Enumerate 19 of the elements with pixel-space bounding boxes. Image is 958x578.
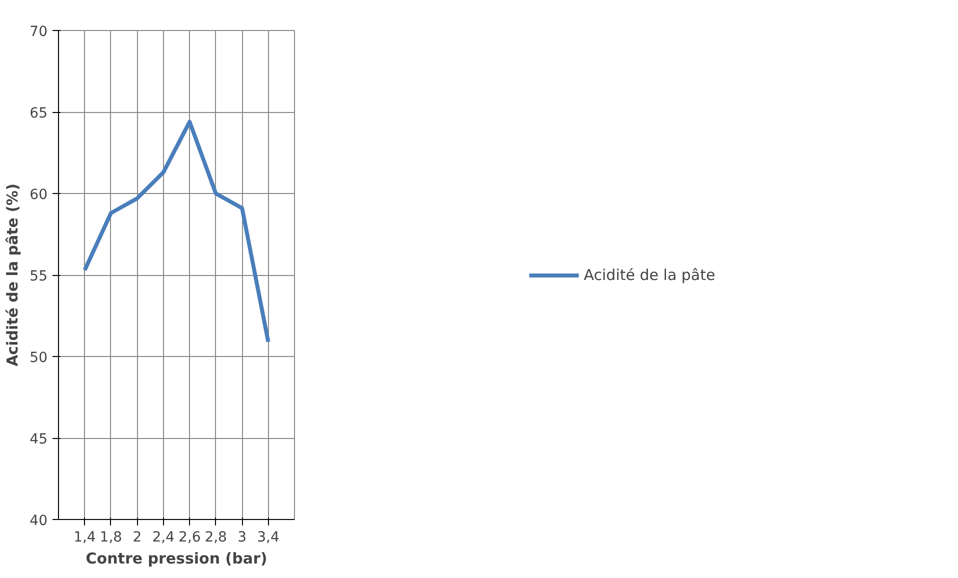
y-tick-label: 70 [30, 24, 48, 40]
x-tick-label: 2,4 [152, 530, 175, 546]
legend-label: Acidité de la pâte [584, 266, 716, 284]
x-tick-label: 3,4 [257, 530, 280, 546]
y-tick-label: 55 [30, 268, 48, 284]
y-tick-label: 65 [30, 106, 48, 122]
y-tick-label: 40 [30, 513, 48, 529]
x-axis-title: Contre pression (bar) [86, 550, 268, 568]
x-tick-label: 2,8 [204, 530, 227, 546]
y-tick-label: 60 [30, 187, 48, 203]
x-tick-label: 2,6 [178, 530, 201, 546]
line-series [82, 120, 270, 344]
y-axis-title: Acidité de la pâte (%) [4, 184, 22, 366]
x-tick-label: 2 [132, 530, 142, 546]
y-tick-label: 50 [30, 350, 48, 366]
x-tick-label: 1,4 [74, 530, 96, 546]
x-tick-label: 1,8 [100, 530, 122, 546]
x-tick-label: 3 [238, 530, 247, 546]
y-tick-label: 45 [30, 432, 48, 448]
